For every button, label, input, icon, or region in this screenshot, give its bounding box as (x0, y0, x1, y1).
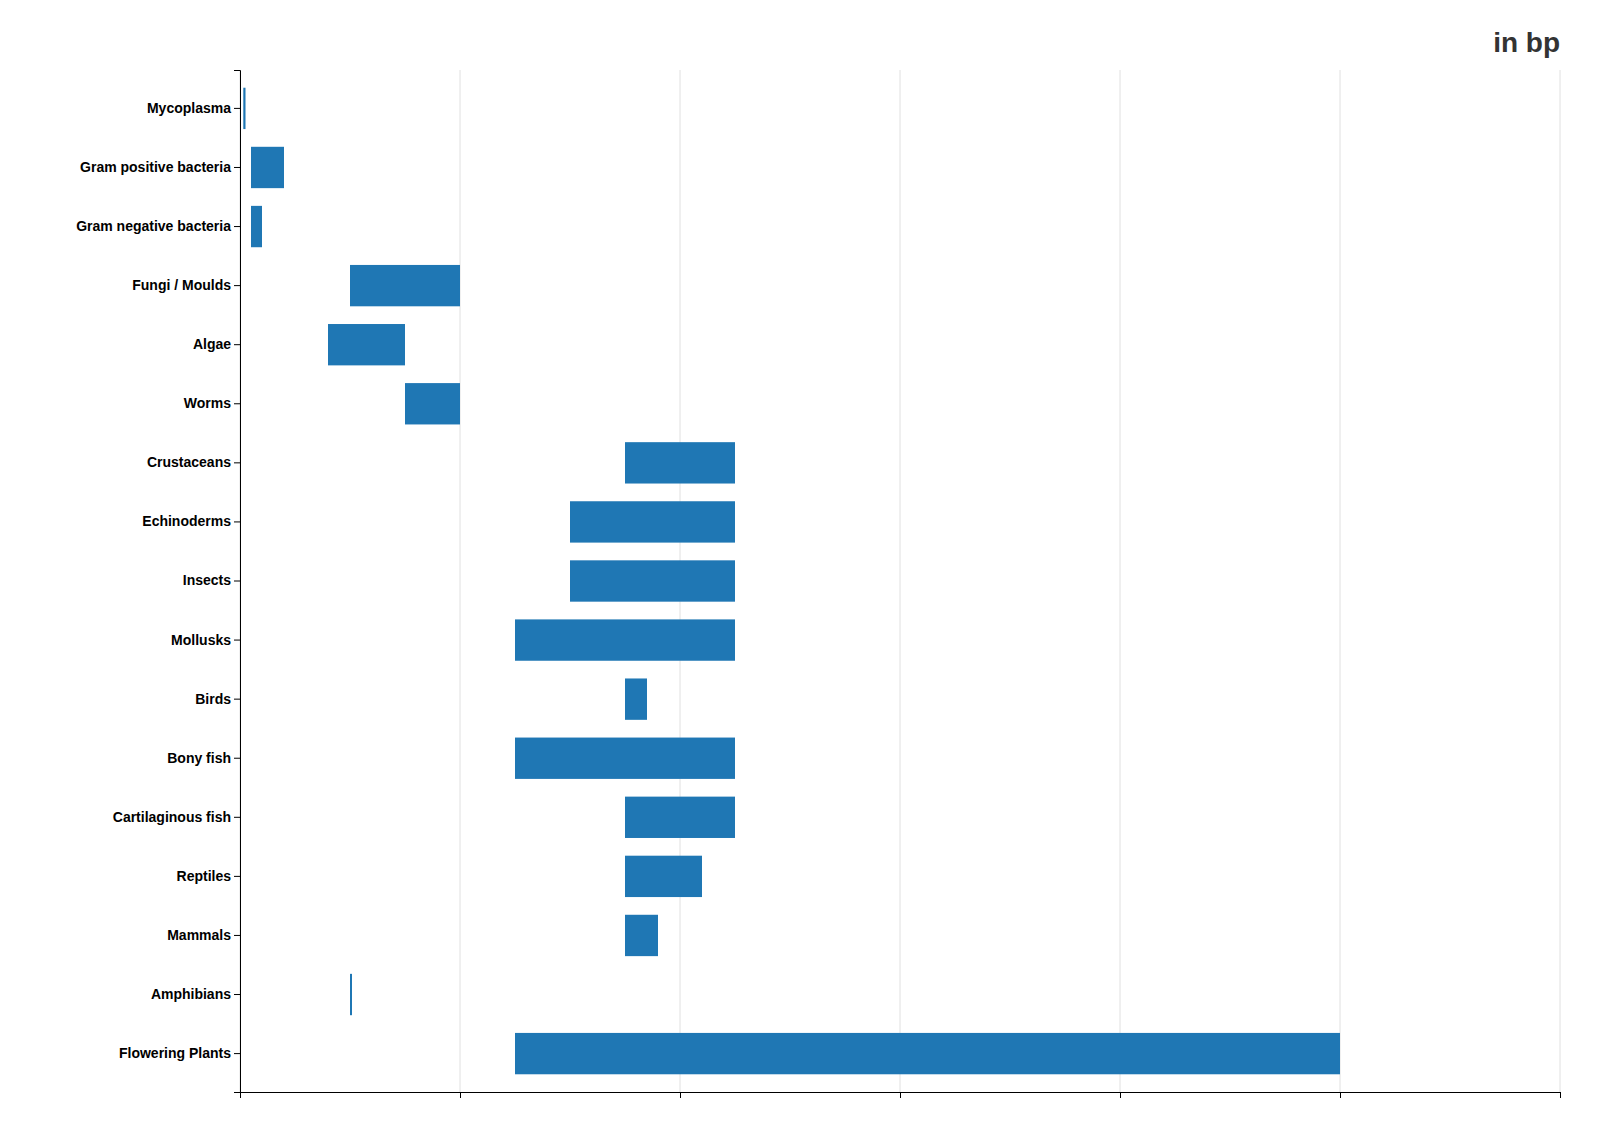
tick: Amphibians (151, 986, 240, 1002)
bar (350, 974, 352, 1015)
tick: Cartilaginous fish (113, 809, 240, 825)
category-label: Mycoplasma (147, 100, 231, 116)
category-label: Amphibians (151, 986, 231, 1002)
tick (1340, 1092, 1341, 1098)
tick-mark (234, 344, 240, 345)
tick: Bony fish (167, 750, 240, 766)
tick-mark (234, 226, 240, 227)
grid-line (1560, 70, 1561, 1092)
tick: Gram negative bacteria (76, 218, 240, 234)
bar (625, 797, 735, 838)
chart: Mycoplasma Gram positive bacteria Gram neg… (0, 0, 1600, 1132)
category-axis: Mycoplasma Gram positive bacteria Gram neg… (76, 71, 240, 1093)
tick: Mollusks (171, 632, 240, 648)
category-label: Fungi / Moulds (132, 277, 231, 293)
grid-line (460, 70, 461, 1092)
bar (350, 265, 460, 306)
category-label: Gram negative bacteria (76, 218, 231, 234)
tick-mark (234, 167, 240, 168)
bar (570, 501, 735, 542)
tick-mark (234, 462, 240, 463)
tick (460, 1092, 461, 1098)
tick: Worms (184, 395, 240, 411)
axis-line (234, 71, 241, 1093)
tick: Mammals (167, 927, 240, 943)
axis-line (241, 1093, 1561, 1099)
tick-mark (460, 1092, 461, 1098)
tick-mark (234, 521, 240, 522)
value-axis (241, 1092, 1561, 1098)
bar (251, 147, 284, 188)
grid-line (1340, 70, 1341, 1092)
tick-mark (1560, 1092, 1561, 1098)
tick: Insects (183, 572, 240, 588)
category-label: Cartilaginous fish (113, 809, 231, 825)
category-label: Gram positive bacteria (80, 159, 231, 175)
bar (625, 915, 658, 956)
tick-mark (234, 108, 240, 109)
category-label: Crustaceans (147, 454, 231, 470)
tick: Birds (195, 691, 240, 707)
tick-mark (1120, 1092, 1121, 1098)
tick-mark (1340, 1092, 1341, 1098)
bar (625, 856, 702, 897)
bar (625, 442, 735, 483)
tick: Flowering Plants (119, 1045, 240, 1061)
tick-mark (234, 581, 240, 582)
category-label: Echinoderms (142, 513, 231, 529)
grid-line (1120, 70, 1121, 1092)
bar (243, 88, 245, 129)
bar (328, 324, 405, 365)
tick-mark (234, 640, 240, 641)
tick-mark (234, 994, 240, 995)
bar (625, 678, 647, 719)
tick-mark (234, 699, 240, 700)
tick: Reptiles (177, 868, 240, 884)
category-label: Algae (193, 336, 231, 352)
tick-mark (234, 285, 240, 286)
bar (515, 1033, 1340, 1074)
tick: Algae (193, 336, 240, 352)
category-label: Flowering Plants (119, 1045, 231, 1061)
bars (243, 88, 1340, 1075)
tick-mark (234, 817, 240, 818)
tick-mark (234, 935, 240, 936)
bar (251, 206, 262, 247)
tick: Fungi / Moulds (132, 277, 240, 293)
tick: Crustaceans (147, 454, 240, 470)
bar (515, 738, 735, 779)
tick: Mycoplasma (147, 100, 240, 116)
category-label: Reptiles (177, 868, 232, 884)
category-label: Insects (183, 572, 231, 588)
category-label: Mammals (167, 927, 231, 943)
tick: Gram positive bacteria (80, 159, 240, 175)
title: in bp (1493, 27, 1560, 58)
category-label: Mollusks (171, 632, 231, 648)
tick-mark (234, 1053, 240, 1054)
tick-mark (680, 1092, 681, 1098)
tick-mark (234, 876, 240, 877)
tick-mark (900, 1092, 901, 1098)
tick (1120, 1092, 1121, 1098)
plot-area: Mycoplasma Gram positive bacteria Gram neg… (76, 70, 1560, 1098)
category-label: Bony fish (167, 750, 231, 766)
bar (405, 383, 460, 424)
category-label: Worms (184, 395, 231, 411)
bar (570, 560, 735, 601)
tick: Echinoderms (142, 513, 240, 529)
grid (240, 70, 1560, 1092)
tick (900, 1092, 901, 1098)
tick (1560, 1092, 1561, 1098)
grid-line (900, 70, 901, 1092)
tick-mark (234, 758, 240, 759)
tick-mark (234, 403, 240, 404)
tick (680, 1092, 681, 1098)
bar (515, 619, 735, 660)
category-label: Birds (195, 691, 231, 707)
